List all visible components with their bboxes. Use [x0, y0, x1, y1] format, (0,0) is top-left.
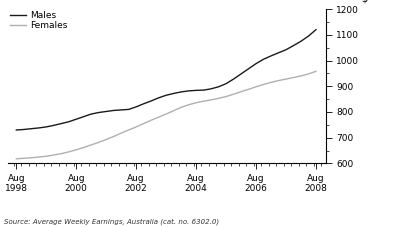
Males — [44, 126, 49, 128]
Males — [291, 44, 296, 47]
Females — [156, 116, 161, 118]
Males — [276, 52, 281, 54]
Males — [201, 89, 206, 91]
Females — [269, 81, 274, 84]
Females — [74, 148, 79, 151]
Females — [96, 141, 101, 144]
Females — [216, 97, 221, 100]
Males — [14, 129, 19, 131]
Females — [209, 99, 214, 101]
Females — [134, 126, 139, 128]
Males — [194, 89, 198, 92]
Females — [224, 95, 228, 98]
Males — [314, 28, 318, 31]
Males — [261, 58, 266, 61]
Text: $: $ — [361, 0, 368, 4]
Females — [51, 154, 56, 156]
Males — [89, 113, 94, 115]
Males — [156, 96, 161, 99]
Males — [171, 92, 176, 95]
Females — [164, 113, 168, 115]
Females — [254, 85, 258, 88]
Males — [179, 91, 183, 93]
Females — [314, 70, 318, 73]
Males — [141, 102, 146, 105]
Males — [164, 94, 168, 97]
Males — [81, 115, 86, 118]
Females — [149, 119, 154, 122]
Line: Males: Males — [16, 30, 316, 130]
Males — [269, 54, 274, 57]
Females — [14, 158, 19, 160]
Females — [201, 100, 206, 103]
Males — [306, 35, 311, 37]
Males — [134, 106, 139, 108]
Males — [299, 40, 303, 43]
Females — [276, 79, 281, 82]
Females — [66, 151, 71, 153]
Males — [209, 87, 214, 90]
Males — [37, 127, 41, 129]
Males — [29, 127, 34, 130]
Females — [111, 135, 116, 138]
Females — [231, 93, 236, 96]
Females — [21, 157, 26, 160]
Females — [37, 156, 41, 158]
Legend: Males, Females: Males, Females — [10, 11, 68, 30]
Males — [246, 67, 251, 70]
Females — [104, 138, 109, 141]
Males — [66, 120, 71, 123]
Females — [179, 106, 183, 109]
Females — [283, 78, 288, 80]
Males — [283, 48, 288, 51]
Females — [291, 76, 296, 79]
Females — [89, 143, 94, 146]
Females — [59, 152, 64, 155]
Females — [186, 104, 191, 106]
Females — [44, 155, 49, 158]
Females — [239, 90, 243, 93]
Males — [224, 82, 228, 85]
Males — [74, 118, 79, 121]
Line: Females: Females — [16, 71, 316, 159]
Males — [51, 124, 56, 127]
Males — [231, 78, 236, 80]
Males — [96, 111, 101, 114]
Females — [81, 146, 86, 149]
Males — [126, 108, 131, 111]
Males — [59, 122, 64, 125]
Females — [299, 75, 303, 77]
Females — [261, 83, 266, 86]
Females — [246, 88, 251, 91]
Males — [111, 109, 116, 112]
Females — [126, 129, 131, 131]
Females — [306, 73, 311, 75]
Females — [29, 156, 34, 159]
Males — [119, 109, 123, 111]
Males — [104, 110, 109, 113]
Males — [254, 62, 258, 65]
Males — [21, 128, 26, 131]
Females — [141, 122, 146, 125]
Males — [216, 85, 221, 88]
Males — [186, 89, 191, 92]
Females — [119, 132, 123, 134]
Males — [149, 100, 154, 102]
Females — [171, 109, 176, 112]
Text: Source: Average Weekly Earnings, Australia (cat. no. 6302.0): Source: Average Weekly Earnings, Austral… — [4, 218, 219, 225]
Females — [194, 101, 198, 104]
Males — [239, 73, 243, 75]
